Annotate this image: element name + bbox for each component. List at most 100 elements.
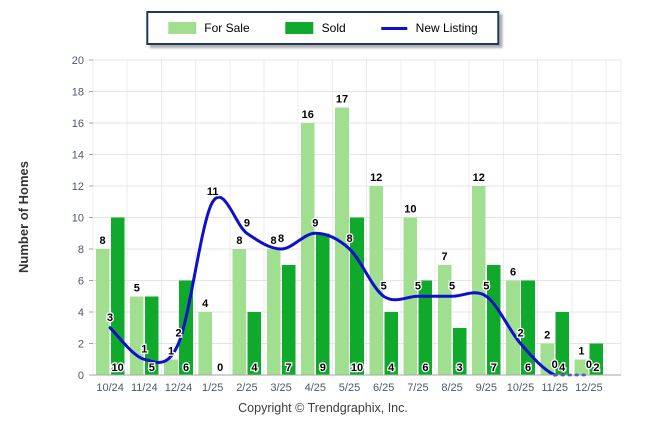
y-axis-title: Number of Homes bbox=[16, 161, 31, 273]
new-listing-value-label: 0 bbox=[586, 359, 592, 371]
sold-bar bbox=[145, 296, 159, 375]
for-sale-bar bbox=[95, 249, 110, 375]
for-sale-bar bbox=[506, 280, 520, 375]
x-tick-label: 8/25 bbox=[441, 382, 462, 394]
x-tick-label: 5/25 bbox=[339, 382, 360, 394]
y-tick-label: 16 bbox=[72, 118, 84, 130]
x-tick-label: 4/25 bbox=[305, 382, 326, 394]
for-sale-bar bbox=[130, 296, 144, 375]
x-tick-label: 11/25 bbox=[541, 382, 568, 394]
new-listing-path bbox=[108, 195, 557, 377]
sold-value-label: 6 bbox=[525, 362, 531, 374]
x-tick-label: 12/24 bbox=[165, 382, 193, 394]
for-sale-bar bbox=[369, 186, 383, 375]
y-tick-label: 6 bbox=[78, 276, 84, 288]
sold-value-label: 4 bbox=[388, 362, 395, 374]
new-listing-line-icon bbox=[381, 26, 408, 30]
for-sale-bar bbox=[232, 249, 247, 375]
new-listing-value-label: 1 bbox=[141, 343, 147, 355]
for-sale-value-label: 6 bbox=[510, 267, 516, 279]
legend-item-for-sale: For Sale bbox=[168, 21, 250, 35]
sold-swatch-icon bbox=[285, 22, 314, 34]
new-listing-value-label: 5 bbox=[415, 280, 421, 292]
for-sale-bar bbox=[164, 359, 178, 375]
new-listing-value-label: 2 bbox=[175, 328, 181, 340]
sold-value-label: 0 bbox=[217, 362, 223, 374]
for-sale-value-label: 4 bbox=[202, 298, 209, 310]
x-tick-label: 10/25 bbox=[507, 382, 535, 394]
sold-bar bbox=[316, 233, 330, 375]
sold-value-label: 7 bbox=[286, 362, 292, 374]
new-listing-value-label: 3 bbox=[107, 312, 113, 324]
for-sale-value-label: 12 bbox=[370, 172, 382, 184]
sold-value-label: 4 bbox=[251, 362, 258, 374]
sold-value-label: 10 bbox=[111, 362, 123, 374]
new-listing-value-label: 5 bbox=[381, 280, 387, 292]
for-sale-bar bbox=[198, 312, 212, 375]
for-sale-bar bbox=[437, 264, 452, 375]
new-listing-value-label: 8 bbox=[278, 233, 284, 245]
y-tick-label: 10 bbox=[72, 213, 84, 225]
new-listing-value-label: 0 bbox=[552, 359, 558, 371]
for-sale-value-label: 10 bbox=[404, 204, 416, 216]
sold-bar bbox=[384, 312, 398, 375]
x-tick-label: 11/24 bbox=[131, 382, 158, 394]
for-sale-value-label: 1 bbox=[168, 345, 174, 357]
sold-bar bbox=[281, 264, 296, 375]
x-tick-label: 12/25 bbox=[575, 382, 603, 394]
sold-bar bbox=[521, 280, 535, 375]
for-sale-bar bbox=[301, 123, 315, 375]
for-sale-bar bbox=[266, 249, 281, 375]
sold-bar bbox=[350, 217, 364, 375]
sold-bar bbox=[555, 312, 569, 375]
legend: For Sale Sold New Listing bbox=[146, 11, 500, 45]
bars bbox=[95, 107, 604, 375]
sold-bar bbox=[247, 312, 262, 375]
y-tick-label: 14 bbox=[72, 150, 84, 162]
sold-value-label: 2 bbox=[593, 362, 599, 374]
for-sale-bar bbox=[472, 186, 486, 375]
sold-bar bbox=[452, 327, 467, 375]
for-sale-value-label: 2 bbox=[544, 330, 550, 342]
legend-item-new-listing: New Listing bbox=[381, 21, 478, 35]
for-sale-value-label: 12 bbox=[473, 172, 485, 184]
y-tick-label: 8 bbox=[78, 244, 84, 256]
for-sale-value-label: 8 bbox=[271, 235, 277, 247]
x-tick-label: 7/25 bbox=[407, 382, 428, 394]
sold-bar bbox=[110, 217, 125, 375]
for-sale-value-label: 1 bbox=[578, 345, 584, 357]
sold-value-label: 3 bbox=[457, 362, 463, 374]
for-sale-value-label: 5 bbox=[134, 282, 140, 294]
sold-value-label: 4 bbox=[559, 362, 566, 374]
sold-bar bbox=[418, 280, 433, 375]
legend-for-sale-label: For Sale bbox=[204, 21, 250, 35]
sold-value-label: 5 bbox=[149, 362, 155, 374]
x-tick-label: 9/25 bbox=[476, 382, 497, 394]
new-listing-value-label: 9 bbox=[244, 217, 250, 229]
new-listing-value-label: 9 bbox=[312, 217, 318, 229]
for-sale-value-label: 17 bbox=[336, 93, 348, 105]
legend-sold-label: Sold bbox=[321, 21, 346, 35]
sold-bar bbox=[589, 343, 604, 375]
sold-value-label: 10 bbox=[351, 362, 363, 374]
new-listing-value-label: 5 bbox=[449, 280, 455, 292]
new-listing-value-label: 8 bbox=[346, 233, 352, 245]
x-tick-label: 3/25 bbox=[270, 382, 291, 394]
copyright-text: Copyright © Trendgraphix, Inc. bbox=[238, 401, 408, 415]
for-sale-swatch-icon bbox=[168, 22, 197, 34]
y-tick-label: 18 bbox=[72, 87, 84, 99]
y-tick-label: 20 bbox=[72, 55, 84, 67]
legend-new-listing-label: New Listing bbox=[415, 21, 478, 35]
for-sale-value-label: 8 bbox=[100, 235, 106, 247]
x-tick-label: 10/24 bbox=[96, 382, 124, 394]
for-sale-value-label: 16 bbox=[302, 109, 314, 121]
sold-value-label: 9 bbox=[320, 362, 326, 374]
y-tick-label: 12 bbox=[72, 181, 84, 193]
new-listing-value-label: 2 bbox=[517, 328, 523, 340]
sold-value-label: 7 bbox=[491, 362, 497, 374]
x-tick-label: 1/25 bbox=[202, 382, 223, 394]
sold-bar bbox=[487, 264, 501, 375]
